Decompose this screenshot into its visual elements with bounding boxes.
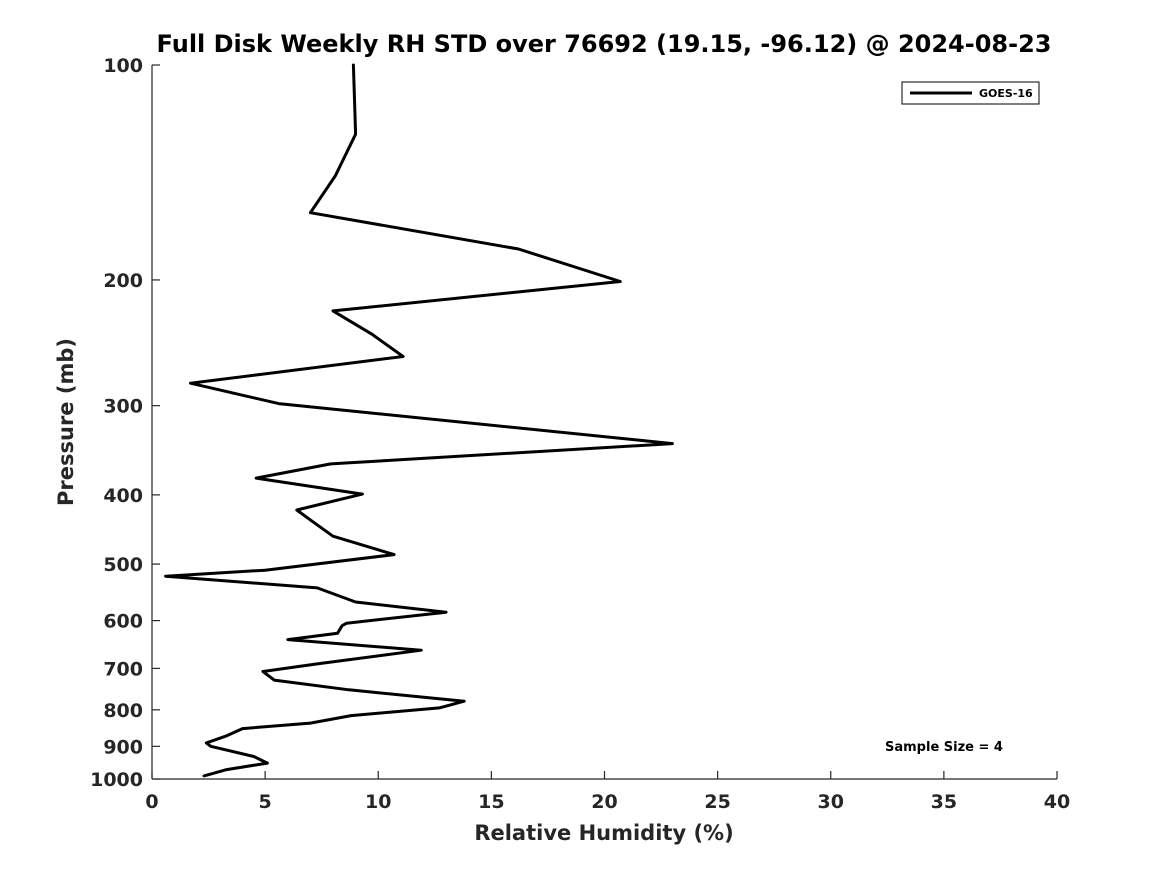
y-tick-label: 700 xyxy=(103,658,143,680)
x-tick-label: 0 xyxy=(145,791,158,813)
y-tick-label: 100 xyxy=(103,55,143,77)
y-tick-label: 1000 xyxy=(90,769,143,791)
y-tick-label: 800 xyxy=(103,700,143,722)
y-tick-label: 600 xyxy=(103,611,143,633)
plot-area xyxy=(151,65,1057,780)
series-line-goes-16 xyxy=(164,63,674,778)
series-layer xyxy=(164,63,674,778)
x-tick-label: 30 xyxy=(818,791,844,813)
plot-frame xyxy=(152,65,1057,779)
x-tick-label: 25 xyxy=(704,791,730,813)
y-axis-label: Pressure (mb) xyxy=(54,338,78,506)
y-tick-label: 500 xyxy=(103,554,143,576)
y-tick-label: 300 xyxy=(103,396,143,418)
chart-title: Full Disk Weekly RH STD over 76692 (19.1… xyxy=(157,30,1052,58)
x-tick-label: 35 xyxy=(931,791,957,813)
x-tick-label: 15 xyxy=(478,791,504,813)
x-axis-ticks: 0 5 10 15 20 25 30 35 40 xyxy=(145,771,1070,813)
y-tick-label: 900 xyxy=(103,736,143,758)
y-tick-label: 400 xyxy=(103,485,143,507)
y-axis-ticks: 100 200 300 400 500 600 700 800 900 1000 xyxy=(90,55,160,791)
legend-label-goes-16: GOES-16 xyxy=(979,87,1033,100)
legend: GOES-16 xyxy=(901,81,1040,105)
x-tick-label: 5 xyxy=(259,791,272,813)
y-tick-label: 200 xyxy=(103,270,143,292)
sample-size-annotation: Sample Size = 4 xyxy=(885,740,1003,755)
x-tick-label: 10 xyxy=(365,791,391,813)
x-tick-label: 20 xyxy=(591,791,617,813)
x-tick-label: 40 xyxy=(1044,791,1070,813)
x-axis-label: Relative Humidity (%) xyxy=(474,821,733,845)
